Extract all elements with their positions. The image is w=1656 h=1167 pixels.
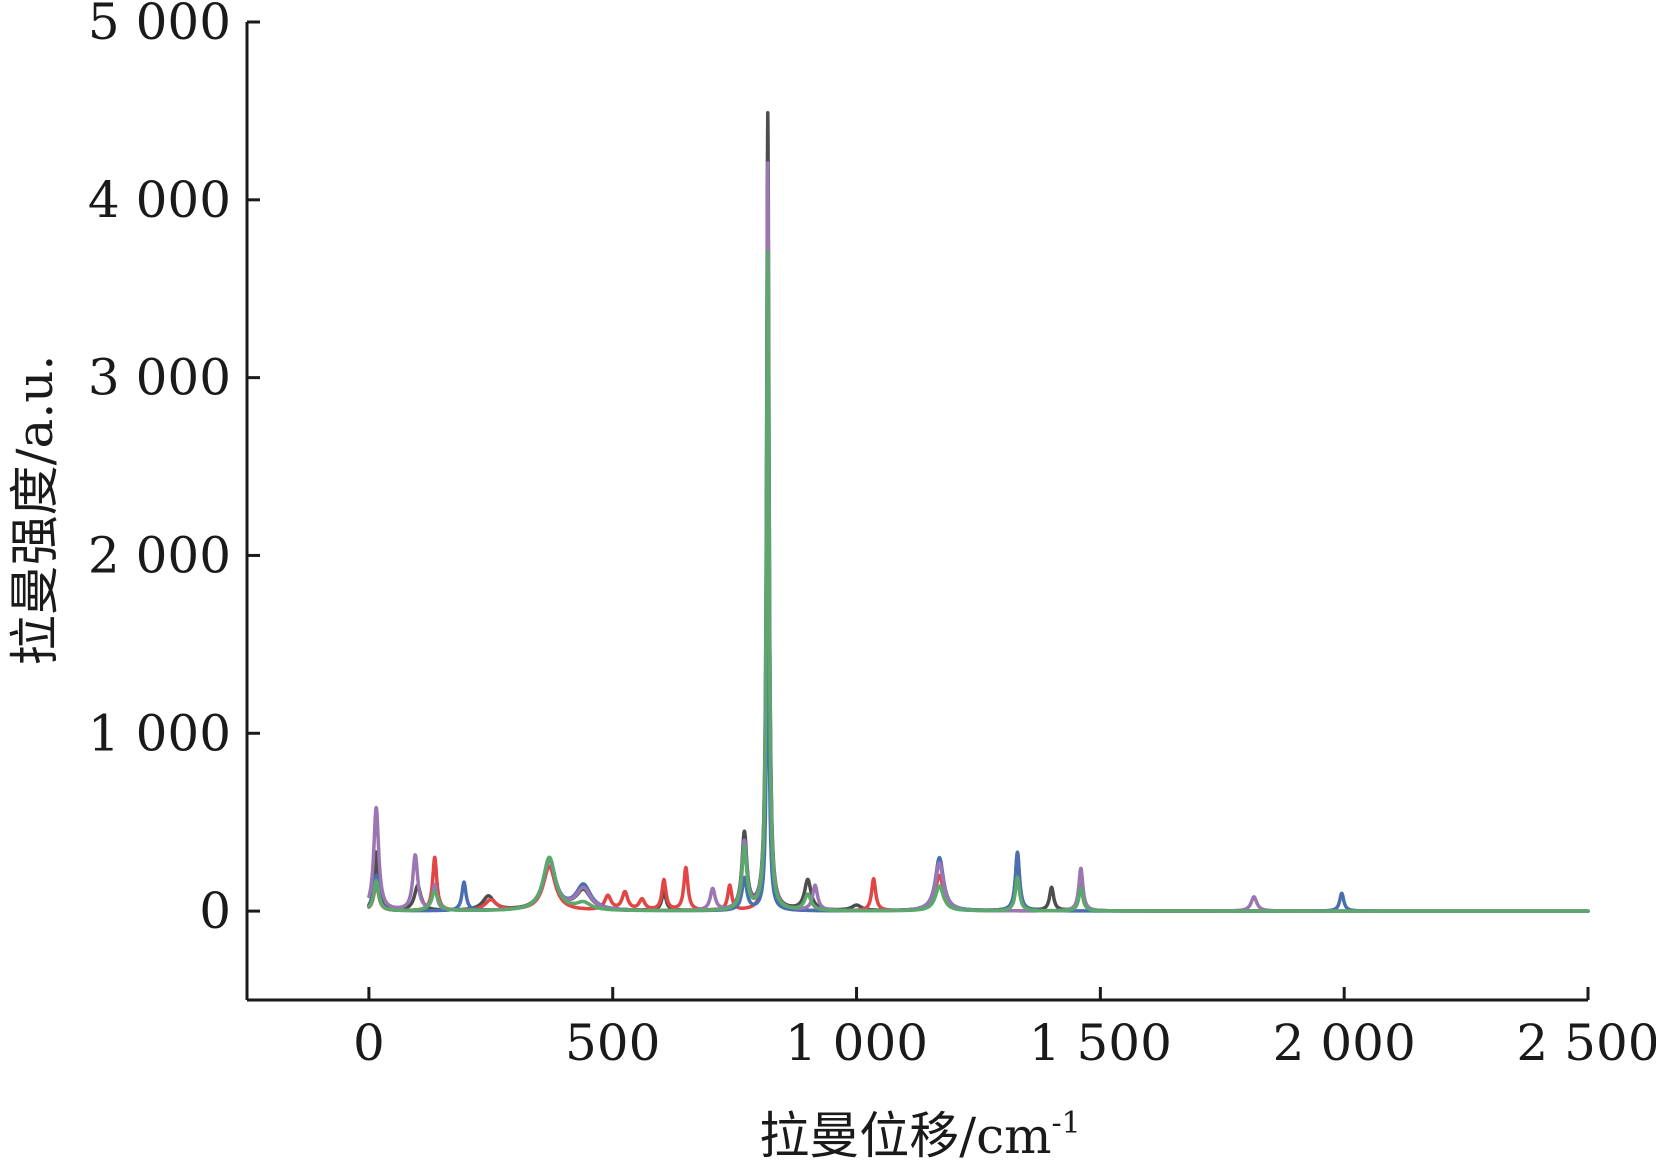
y-tick-label: 3 000 xyxy=(88,349,231,407)
x-tick-label: 500 xyxy=(565,1014,660,1072)
spectrum-line xyxy=(367,375,1590,913)
y-tick-label: 2 000 xyxy=(88,526,231,584)
x-tick-label: 2 000 xyxy=(1273,1014,1416,1072)
spectrum-line xyxy=(367,161,1590,913)
x-tick-label: 1 000 xyxy=(785,1014,928,1072)
y-axis-title: 拉曼强度/a.u. xyxy=(6,355,64,666)
x-tick-label: 0 xyxy=(353,1014,385,1072)
spectrum-line xyxy=(367,111,1590,913)
x-axis-title: 拉曼位移/cm-1 xyxy=(759,1106,1081,1165)
ticks-group: 0 500 1 000 1 500 2 000 2 500 0 1 000 2 000 3 000… xyxy=(88,0,1656,1072)
x-tick-label: 1 500 xyxy=(1029,1014,1172,1072)
y-tick-label: 0 xyxy=(199,882,231,940)
axes-group xyxy=(245,22,1588,1002)
x-tick-label: 2 500 xyxy=(1516,1014,1656,1072)
y-tick-label: 5 000 xyxy=(88,0,231,51)
y-tick-label: 4 000 xyxy=(88,171,231,229)
spectrum-line xyxy=(367,250,1590,913)
y-tick-label: 1 000 xyxy=(88,704,231,762)
plot-series-group xyxy=(367,111,1590,913)
